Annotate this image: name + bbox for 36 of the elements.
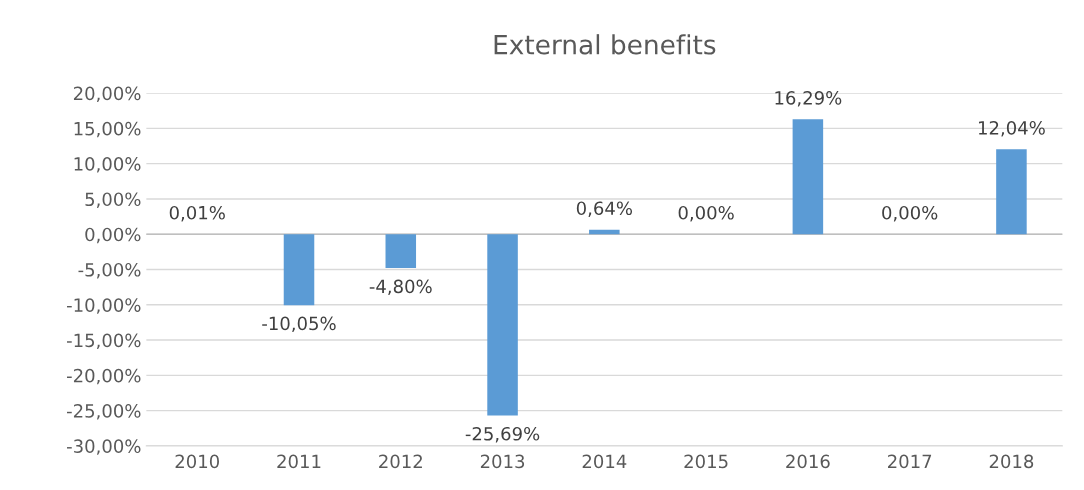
bar	[589, 229, 620, 235]
y-tick-label: 15,00%	[74, 121, 141, 138]
y-tick-label: -15,00%	[67, 333, 141, 350]
x-tick-label: 2011	[277, 454, 321, 469]
chart-title: External benefits	[494, 34, 716, 55]
x-tick-label: 2018	[989, 454, 1034, 469]
x-tick-label: 2016	[786, 454, 830, 469]
x-tick-label: 2013	[480, 454, 525, 469]
x-tick-label: 2015	[684, 454, 728, 469]
y-tick-label: 10,00%	[74, 157, 141, 173]
x-tick-label: 2012	[379, 454, 422, 469]
y-tick-label: -5,00%	[78, 262, 141, 279]
bar	[385, 234, 417, 269]
data-label: 12,04%	[978, 121, 1045, 137]
bar	[487, 234, 518, 416]
y-tick-label: 20,00%	[73, 86, 141, 103]
y-tick-label: -25,00%	[67, 404, 141, 420]
y-tick-label: -10,00%	[67, 298, 141, 314]
data-label: 0,00%	[882, 205, 938, 222]
x-tick-label: 2014	[582, 454, 627, 469]
data-label: 0,01%	[169, 205, 225, 222]
y-tick-label: -30,00%	[67, 439, 141, 455]
data-label: 16,29%	[775, 91, 842, 107]
data-label: -25,69%	[465, 426, 540, 443]
bar	[996, 149, 1027, 235]
data-label: -10,05%	[262, 316, 336, 333]
data-label: -4,80%	[369, 279, 432, 296]
x-tick-label: 2017	[888, 454, 932, 469]
bar	[283, 234, 315, 306]
y-tick-label: 0,00%	[85, 227, 141, 244]
data-label: 0,00%	[678, 205, 734, 222]
y-tick-label: -20,00%	[67, 368, 141, 385]
y-tick-label: 5,00%	[85, 192, 141, 208]
data-label: 0,64%	[576, 201, 633, 217]
bar	[792, 119, 824, 235]
x-tick-label: 2010	[175, 454, 219, 469]
